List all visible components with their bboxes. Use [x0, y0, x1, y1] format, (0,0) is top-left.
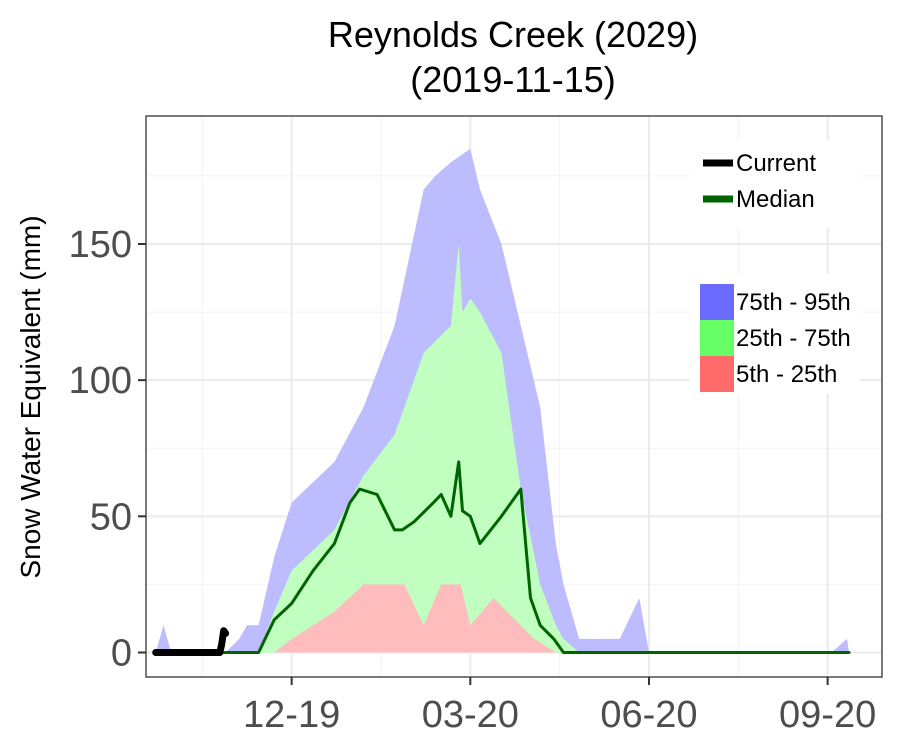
x-tick-label: 12-19: [243, 694, 340, 736]
legend-band-swatch: [700, 356, 734, 392]
legend-band-label: 5th - 25th: [736, 361, 837, 388]
legend: Current Median 75th - 95th 25th - 75th 5th …: [690, 140, 860, 394]
legend-line-label: Current: [736, 150, 816, 177]
band-5-25: [155, 584, 849, 653]
legend-lines: Current Median: [703, 150, 816, 213]
median-line: [154, 460, 851, 654]
y-tick-label: 0: [111, 632, 132, 674]
chart-subtitle: (2019-11-15): [410, 59, 615, 100]
data-lines: [152, 460, 851, 656]
legend-band-swatch: [700, 320, 734, 356]
chart-title: Reynolds Creek (2029): [328, 14, 698, 55]
y-axis-label: Snow Water Equivalent (mm): [15, 215, 46, 578]
y-tick-label: 150: [69, 224, 132, 266]
x-axis-ticks: 12-19 03-20 06-20 09-20: [243, 677, 876, 736]
plot-panel-border: [145, 115, 883, 678]
legend-band-label: 75th - 95th: [736, 289, 851, 316]
x-tick-label: 06-20: [600, 694, 697, 736]
legend-bands: 75th - 95th 25th - 75th 5th - 25th: [700, 284, 851, 392]
x-tick-label: 09-20: [779, 694, 876, 736]
y-tick-label: 50: [90, 496, 132, 538]
x-tick-label: 03-20: [422, 694, 519, 736]
y-axis-ticks: 0 50 100 150: [69, 224, 146, 674]
legend-band-swatch: [700, 284, 734, 320]
current-line: [152, 627, 230, 656]
legend-band-label: 25th - 75th: [736, 325, 851, 352]
legend-line-label: Median: [736, 186, 815, 213]
y-tick-label: 100: [69, 360, 132, 402]
